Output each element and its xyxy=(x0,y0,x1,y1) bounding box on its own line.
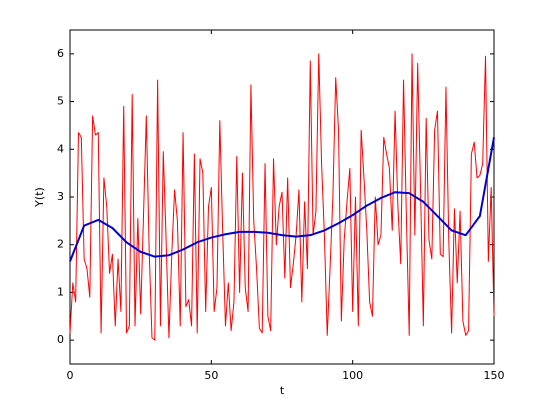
x-axis-label: t xyxy=(280,384,285,397)
y-tick-label: 0 xyxy=(57,333,64,346)
y-tick-label: 4 xyxy=(57,142,64,155)
data-line xyxy=(69,53,495,341)
x-tick-label: 0 xyxy=(67,369,74,382)
y-tick-label: 5 xyxy=(57,95,64,108)
data-line xyxy=(69,137,495,262)
y-tick-label: 3 xyxy=(57,190,64,203)
y-axis-label: Y(t) xyxy=(33,187,46,208)
x-tick-label: 50 xyxy=(204,369,218,382)
x-tick-label: 100 xyxy=(342,369,363,382)
x-tick-label: 150 xyxy=(484,369,505,382)
y-tick-label: 6 xyxy=(57,47,64,60)
y-tick-label: 1 xyxy=(57,285,64,298)
y-tick-label: 2 xyxy=(57,238,64,251)
